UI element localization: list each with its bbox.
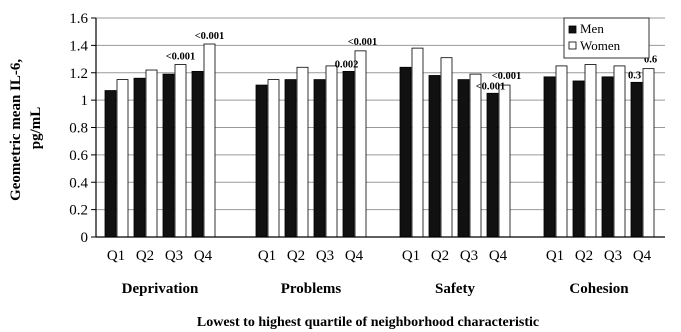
bar-women	[411, 47, 424, 238]
bar-men	[191, 70, 204, 238]
category-label: Q2	[136, 248, 154, 264]
legend-label-women: Women	[580, 38, 621, 53]
bar-men	[572, 80, 585, 238]
category-label: Q3	[316, 248, 334, 264]
p-value-label: <0.001	[492, 71, 522, 82]
category-label: Q2	[575, 248, 593, 264]
bar-women	[613, 65, 626, 238]
y-tick-label: 1.2	[69, 66, 88, 82]
category-label: Q1	[546, 248, 564, 264]
p-value-label: <0.001	[166, 52, 196, 63]
category-label: Q3	[460, 248, 478, 264]
p-value-label: <0.001	[195, 31, 225, 42]
category-label: Q4	[489, 248, 508, 264]
bar-men	[399, 66, 412, 238]
group-label: Cohesion	[569, 281, 629, 297]
bar-women	[296, 66, 309, 238]
bar-men	[104, 90, 117, 238]
category-label: Q2	[431, 248, 449, 264]
bar-men	[133, 77, 146, 238]
y-axis-label-line1: Geometric mean IL-6,	[8, 59, 24, 201]
y-axis-label-line2: pg/mL	[28, 107, 44, 150]
p-value-label: <0.001	[476, 81, 506, 92]
bar-women	[354, 50, 367, 238]
category-label: Q2	[287, 248, 305, 264]
group-label: Safety	[435, 281, 475, 297]
bar-women	[469, 73, 482, 238]
grid-lines	[96, 17, 665, 211]
legend-box	[563, 17, 650, 59]
p-value-label: 0.3	[628, 70, 641, 81]
y-tick-label: 1.4	[69, 38, 88, 54]
category-label: Q1	[402, 248, 420, 264]
bar-men	[601, 76, 614, 238]
category-label: Q3	[165, 248, 183, 264]
bar-men	[428, 75, 441, 238]
legend-swatch-men	[568, 25, 577, 34]
group-label: Problems	[281, 281, 342, 297]
bar-women	[555, 65, 568, 238]
bar-women	[203, 43, 216, 238]
bar-men	[313, 79, 326, 238]
y-tick-label: 0.8	[69, 121, 88, 137]
bar-men	[630, 81, 643, 238]
legend: Men Women	[563, 17, 650, 59]
legend-label-men: Men	[580, 21, 604, 36]
category-labels: Q1 Q2 Q3 Q4 Q1 Q2 Q3 Q4 Q1 Q2 Q3 Q4 Q1 Q2 Q3 Q4	[107, 248, 652, 264]
category-label: Q3	[604, 248, 622, 264]
x-axis-label: Lowest to highest quartile of neighborho…	[197, 315, 539, 330]
bar-men	[543, 76, 556, 238]
bar-men	[255, 84, 268, 238]
bar-men	[284, 79, 297, 238]
y-tick-labels: 0 0.2 0.4 0.6 0.8 1 1.2 1.4 1.6	[69, 11, 96, 246]
y-tick-label: 0	[81, 230, 89, 246]
y-tick-label: 0.2	[69, 203, 88, 219]
bar-men	[486, 92, 499, 238]
group-labels: Deprivation Problems Safety Cohesion	[122, 281, 630, 297]
bar-women	[174, 64, 187, 238]
bar-men	[457, 79, 470, 238]
y-axis-label: Geometric mean IL-6, pg/mL	[8, 55, 44, 201]
p-value-label: 0.6	[644, 55, 657, 66]
y-tick-label: 0.4	[69, 175, 88, 191]
legend-swatch-women	[568, 41, 577, 50]
category-label: Q1	[258, 248, 276, 264]
bar-women	[642, 68, 655, 238]
bar-men	[342, 70, 355, 238]
category-label: Q4	[633, 248, 652, 264]
category-label: Q1	[107, 248, 125, 264]
category-label: Q4	[194, 248, 213, 264]
y-tick-label: 0.6	[69, 148, 88, 164]
group-label: Deprivation	[122, 281, 199, 297]
p-value-label: 0.002	[335, 59, 359, 70]
bar-men	[162, 73, 175, 238]
y-tick-label: 1	[81, 93, 89, 109]
bar-women	[440, 57, 453, 238]
bar-women	[145, 69, 158, 238]
bar-women	[498, 84, 511, 238]
bar-women	[325, 65, 338, 238]
bar-women	[116, 79, 129, 238]
p-value-label: <0.001	[348, 37, 378, 48]
category-label: Q4	[345, 248, 364, 264]
bar-women	[584, 64, 597, 238]
bar-women	[267, 79, 280, 238]
y-tick-label: 1.6	[69, 11, 88, 27]
